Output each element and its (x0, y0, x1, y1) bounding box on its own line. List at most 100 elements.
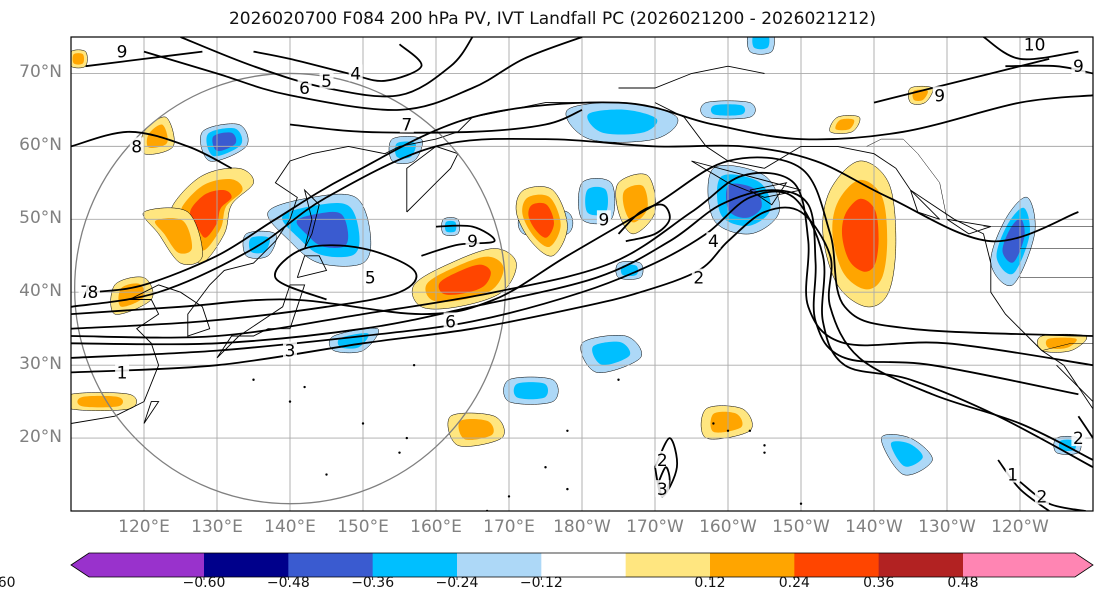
pv-label-bg (129, 137, 144, 155)
pv-contour-4 (71, 244, 418, 330)
colorbar-cell (372, 553, 458, 577)
pv-contour-label: 9 (598, 210, 609, 230)
lat-tick-label: 60°N (19, 135, 62, 156)
pv-contour-12 (289, 109, 583, 134)
lon-tick-label: 140°W (845, 517, 903, 537)
graticule (71, 37, 1093, 511)
pv-contour-2 (71, 189, 1079, 396)
lon-tick-label: 120°E (118, 517, 170, 537)
pv-contour-label: 5 (321, 72, 332, 92)
lat-tick-label: 50°N (19, 208, 62, 229)
pv-contour-label: 1 (1007, 466, 1018, 486)
pv-contour-14 (85, 50, 203, 68)
lon-tick-label: 160°E (410, 517, 462, 537)
island (726, 429, 730, 432)
colorbar-tick-label: 0.48 (947, 575, 979, 591)
lon-tick-label: 140°E (264, 517, 316, 537)
pv-contour-label: 8 (131, 137, 142, 157)
pv-label-bg (115, 42, 130, 60)
pv-contour-label: 10 (1024, 35, 1046, 55)
island (252, 378, 255, 381)
colorbar-tick-label: 0.60 (0, 575, 16, 591)
pv-contour-label: 7 (401, 116, 412, 136)
pc-shade-7-2 (438, 264, 491, 295)
colorbar-extend-high (963, 553, 1093, 577)
pc-shade-13-2 (841, 198, 879, 272)
pc-shade-27-1 (72, 53, 85, 65)
coastline (216, 284, 306, 359)
landfall-circle (73, 72, 507, 505)
coastline (946, 218, 991, 235)
island (288, 400, 292, 403)
pv-contour-3 (71, 171, 1093, 367)
pv-label-bg (465, 232, 480, 250)
map-title: 2026020700 F084 200 hPa PV, IVT Landfall… (228, 9, 876, 29)
pv-contour-10 (180, 37, 474, 98)
pc-shade-14-2 (1002, 218, 1025, 263)
lat-tick-label: 70°N (19, 62, 62, 83)
colorbar (0, 552, 1094, 580)
pc-shade-8-2 (528, 202, 554, 238)
pv-contour-23 (1077, 415, 1093, 439)
pv-label-bg (319, 71, 334, 89)
pc-shade-20-1 (77, 395, 123, 408)
pc-shade-4-2 (296, 211, 349, 248)
pv-label-bg (348, 64, 363, 82)
pv-contour-label: 6 (299, 79, 310, 99)
pv-label-bg (932, 86, 947, 104)
pc-shade-22-1 (890, 441, 923, 467)
island (361, 422, 365, 425)
pv-contour-label: 3 (285, 342, 296, 362)
pv-label-bg (443, 312, 458, 330)
pv-contour-label: 1 (117, 363, 128, 383)
pv-contour-label: 2 (1073, 429, 1084, 449)
island (748, 429, 752, 432)
pv-contour-label: 2 (693, 269, 704, 289)
island (566, 429, 569, 432)
pv-contour-label: 9 (117, 43, 128, 63)
pv-label-bg (85, 283, 100, 301)
island (405, 436, 408, 440)
coastline (406, 145, 459, 213)
colorbar-cell (878, 553, 964, 577)
pv-contour-label: 2 (657, 451, 668, 471)
lat-tick-label: 30°N (19, 354, 62, 375)
lon-tick-label: 150°W (772, 517, 830, 537)
map-frame (70, 36, 1094, 512)
island (566, 487, 569, 491)
pc-shade-18-1 (458, 418, 494, 440)
lon-tick-label: 180°W (553, 517, 611, 537)
pv-label-bg (1071, 429, 1086, 447)
island (412, 363, 416, 367)
pv-contour-label: 2 (1036, 487, 1047, 507)
reference-circle (73, 72, 507, 505)
coastline (71, 102, 582, 424)
colorbar-outline (70, 552, 1094, 578)
pv-label-bg (297, 79, 312, 97)
colorbar-tick-label: −0.24 (435, 575, 479, 591)
colorbar-tick-label: 0.12 (694, 575, 726, 591)
island (398, 451, 401, 454)
coastline (296, 255, 328, 279)
colorbar-tick-label: −0.48 (266, 575, 310, 591)
coastline (618, 65, 765, 89)
colorbar-tick-label: −0.36 (351, 575, 395, 591)
pv-contour-label: 9 (1073, 57, 1084, 77)
pv-contour-label: 5 (365, 269, 376, 289)
pv-contour-15 (617, 203, 671, 243)
pv-contour-7 (92, 94, 1093, 294)
lon-tick-label: 170°W (626, 517, 684, 537)
pv-label-bg (115, 363, 130, 381)
coastline (749, 182, 788, 206)
pv-label-bg (706, 232, 721, 250)
colorbar-cell (288, 553, 374, 577)
island (507, 495, 511, 498)
pv-contour-6 (71, 137, 1079, 308)
pv-label-bg (399, 115, 414, 133)
pv-contour-9 (253, 43, 423, 82)
coastline (654, 102, 1093, 402)
pv-label-bg (283, 341, 297, 359)
pv-label-bg (1034, 487, 1049, 505)
lat-tick-label: 40°N (19, 281, 62, 302)
